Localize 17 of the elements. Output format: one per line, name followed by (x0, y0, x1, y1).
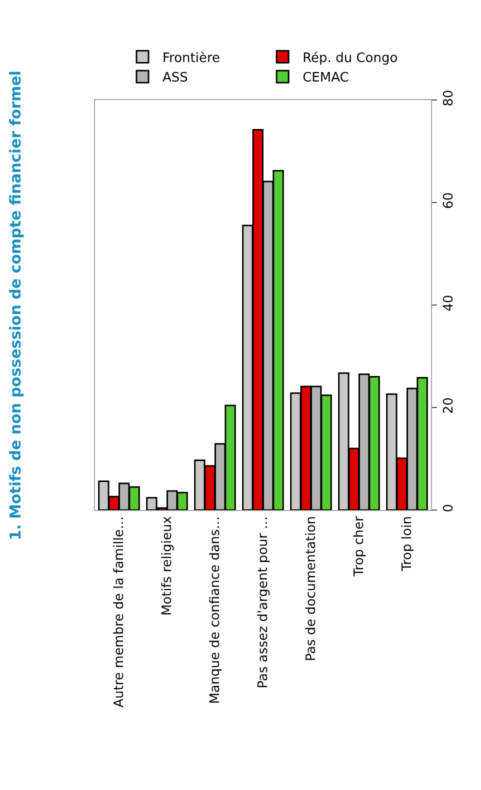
x-tick-label: Autre membre de la famille… (112, 516, 128, 708)
x-tick-label: Pas assez d'argent pour … (256, 516, 272, 688)
legend-label: Rép. du Congo (302, 50, 398, 66)
y-tick-label: 0 (442, 504, 457, 512)
y-tick-label: 20 (442, 397, 457, 414)
text: 1. Motifs de non possession de compte financier formel (6, 70, 24, 540)
legend-label: CEMAC (302, 70, 349, 86)
x-tick-label: Motifs religieux (160, 516, 176, 616)
x-tick-label: Trop cher (352, 516, 368, 578)
x-tick-label: Manque de confiance dans… (208, 516, 224, 704)
y-tick-label: 40 (442, 294, 457, 312)
y-tick-label: 60 (442, 192, 457, 209)
x-tick-label: Pas de documentation (304, 516, 320, 662)
legend-label: Frontière (162, 50, 220, 66)
x-tick-label: Trop loin (400, 516, 416, 572)
legend-label: ASS (162, 70, 188, 86)
y-tick-label: 80 (442, 90, 457, 106)
